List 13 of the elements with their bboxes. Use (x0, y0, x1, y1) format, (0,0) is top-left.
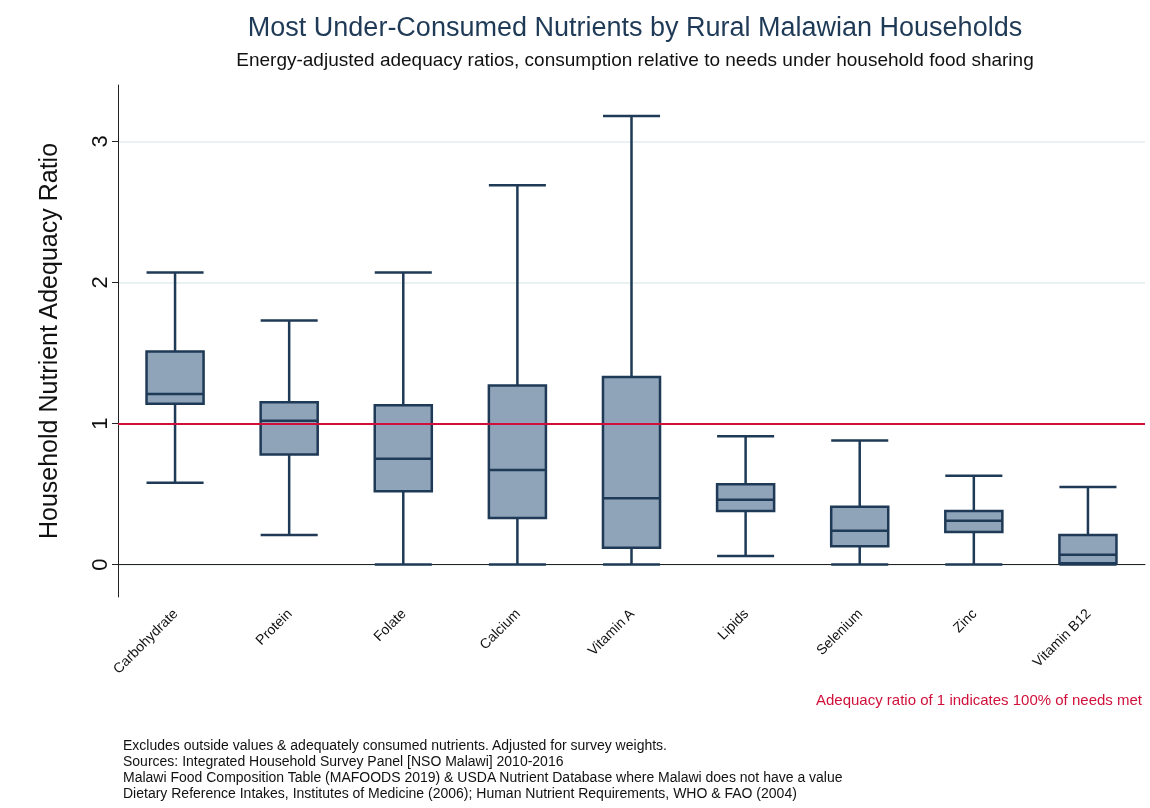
x-tick-label: Zinc (949, 605, 980, 636)
source-note: Sources: Integrated Household Survey Panel [NSO Malawi] 2010-2016 (123, 753, 564, 769)
y-tick-label: 3 (86, 135, 112, 148)
y-tick-label: 1 (86, 417, 112, 430)
text: Excludes outside values & adequately consumed nutrients. Adjusted for survey weights. (123, 737, 667, 753)
chart-subtitle: Energy-adjusted adequacy ratios, consumption relative to needs under household food sharing (236, 49, 1034, 70)
chart-title: Most Under-Consumed Nutrients by Rural Malawian Households (247, 11, 1023, 42)
ref-line-label: Adequacy ratio of 1 indicates 100% of needs met (815, 691, 1143, 708)
y-tick-label: 0 (86, 558, 112, 571)
y-tick-label: 2 (86, 276, 112, 289)
y-axis-title: Household Nutrient Adequacy Ratio (33, 142, 62, 540)
text: Malawi Food Composition Table (MAFOODS 2019) & USDA Nutrient Database where Malawi does not have a value (123, 769, 843, 785)
text: Dietary Reference Intakes, Institutes of Medicine (2006); Human Nutrient Requirements, WHO & FAO (2004) (123, 785, 797, 801)
